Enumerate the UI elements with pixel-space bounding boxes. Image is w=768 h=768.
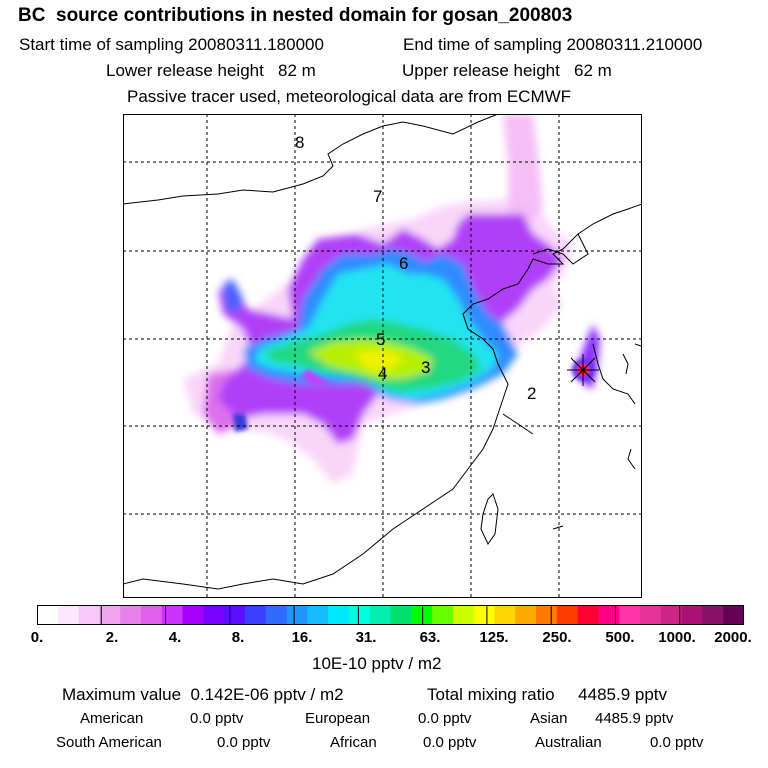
colorbar-swatch	[577, 605, 600, 625]
colorbar-swatch	[57, 605, 80, 625]
colorbar-tick: 16.	[291, 629, 313, 646]
colorbar-swatch	[224, 605, 246, 625]
colorbar-swatch	[244, 605, 267, 625]
colorbar-swatch	[702, 605, 724, 625]
source-value-south-american: 0.0 pptv	[217, 734, 271, 751]
colorbar-swatch	[78, 605, 100, 625]
color-bar	[37, 605, 744, 625]
upper-release-height: Upper release height 62 m	[402, 61, 612, 80]
region-label: 4	[378, 364, 387, 383]
colorbar-tick: 250.	[542, 629, 572, 646]
plot-title: BC source contributions in nested domain…	[18, 5, 573, 26]
sampling-end: End time of sampling 20080311.210000	[403, 35, 703, 54]
source-label-european: European	[305, 710, 371, 727]
colorbar-swatch	[411, 605, 433, 625]
source-label-asian: Asian	[530, 710, 568, 727]
source-label-american: American	[80, 710, 144, 727]
source-label-african: African	[330, 734, 377, 751]
source-value-african: 0.0 pptv	[423, 734, 477, 751]
colorbar-tick: 63.	[419, 629, 441, 646]
region-label: 2	[527, 384, 536, 403]
colorbar-swatch	[473, 605, 496, 625]
colorbar-swatch	[161, 605, 184, 625]
colorbar-swatch	[369, 605, 392, 625]
lower-release-height: Lower release height 82 m	[106, 61, 316, 80]
colorbar-tick: 2000.	[714, 629, 752, 646]
region-label: 7	[373, 187, 382, 206]
colorbar-border	[37, 605, 744, 625]
region-label: 5	[376, 330, 385, 349]
colorbar-tick: 125.	[479, 629, 509, 646]
colorbar-swatch	[286, 605, 308, 625]
colorbar-swatch	[536, 605, 558, 625]
colorbar-tick: 4.	[168, 629, 182, 646]
colorbar-swatch	[182, 605, 204, 625]
colorbar-tick: 1000.	[658, 629, 696, 646]
colorbar-tick: 2.	[105, 629, 119, 646]
colorbar-swatch	[515, 605, 537, 625]
region-label: 6	[399, 254, 408, 273]
colorbar-swatch	[328, 605, 350, 625]
region-label: 8	[295, 133, 304, 152]
colorbar-swatch	[681, 605, 704, 625]
region-label: 3	[421, 358, 430, 377]
colorbar-tick: 500.	[605, 629, 635, 646]
colorbar-swatch	[203, 605, 225, 625]
total-mixing-ratio: Total mixing ratio 4485.9 pptv	[427, 685, 668, 704]
source-label-australian: Australian	[535, 734, 602, 751]
sampling-start: Start time of sampling 20080311.180000	[19, 35, 324, 54]
colorbar-swatch	[307, 605, 329, 625]
colorbar-swatch	[432, 605, 454, 625]
colorbar-swatch	[265, 605, 288, 625]
coastlines	[123, 114, 642, 590]
grid-lines	[123, 114, 642, 598]
colorbar-swatch	[598, 605, 620, 625]
colorbar-swatch	[140, 605, 163, 625]
colorbar-swatch	[556, 605, 579, 625]
colorbar-swatch	[619, 605, 641, 625]
colorbar-swatch	[120, 605, 142, 625]
colorbar-tick: 31.	[355, 629, 377, 646]
colorbar-swatch	[348, 605, 371, 625]
colorbar-swatch	[99, 605, 121, 625]
colorbar-swatch	[452, 605, 475, 625]
colorbar-tick: 8.	[231, 629, 245, 646]
source-label-south-american: South American	[56, 734, 162, 751]
colorbar-swatch	[723, 605, 744, 625]
colorbar-units: 10E-10 pptv / m2	[312, 654, 442, 673]
colorbar-tick: 0.	[30, 629, 44, 646]
colorbar-swatch	[660, 605, 683, 625]
colorbar-swatch	[37, 605, 59, 625]
colorbar-swatch	[390, 605, 412, 625]
colorbar-swatch	[494, 605, 516, 625]
tracer-note: Passive tracer used, meteorological data…	[127, 87, 572, 106]
source-value-australian: 0.0 pptv	[650, 734, 704, 751]
source-value-asian: 4485.9 pptv	[595, 710, 674, 727]
map-panel: 2 3 4 5 6 7 8	[123, 114, 642, 598]
max-value: Maximum value 0.142E-06 pptv / m2	[62, 685, 344, 704]
source-value-european: 0.0 pptv	[418, 710, 472, 727]
colorbar-swatch	[640, 605, 662, 625]
concentration-field	[183, 114, 600, 484]
source-value-american: 0.0 pptv	[190, 710, 244, 727]
